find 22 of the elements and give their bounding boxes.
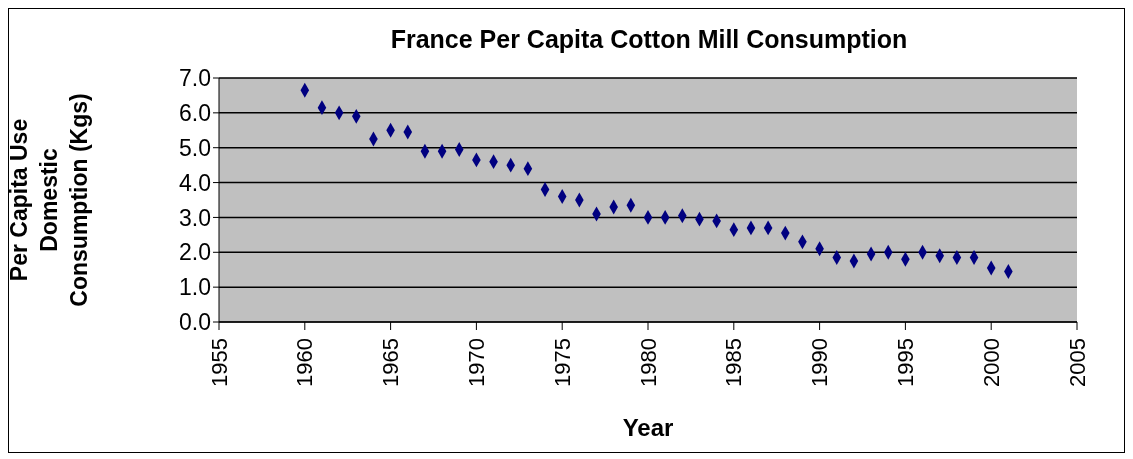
x-tick-label: 1970: [463, 338, 489, 387]
x-tick-label: 1990: [807, 338, 833, 387]
x-tick-label: 1995: [892, 338, 918, 387]
x-tick-label: 1975: [549, 338, 575, 387]
x-tick-label: 1960: [292, 338, 318, 387]
y-tick-label: 6.0: [179, 100, 211, 127]
x-tick-label: 1980: [635, 338, 661, 387]
x-tick-label: 2000: [978, 338, 1004, 387]
y-tick-label: 4.0: [179, 169, 211, 196]
y-tick-label: 5.0: [179, 134, 211, 161]
y-tick-label: 7.0: [179, 65, 211, 92]
x-tick-label: 1965: [378, 338, 404, 387]
x-axis-title: Year: [622, 414, 674, 441]
y-tick-label: 3.0: [179, 204, 211, 231]
x-tick-label: 1955: [206, 338, 232, 387]
y-axis-title: Per Capita Use Domestic Consumption (Kgs): [6, 93, 92, 307]
chart-title: France Per Capita Cotton Mill Consumption: [389, 25, 909, 54]
x-tick-label: 2005: [1064, 338, 1090, 387]
x-tick-label: 1985: [721, 338, 747, 387]
y-tick-label: 0.0: [179, 309, 211, 336]
y-tick-label: 2.0: [179, 239, 211, 266]
y-tick-label: 1.0: [179, 274, 211, 301]
